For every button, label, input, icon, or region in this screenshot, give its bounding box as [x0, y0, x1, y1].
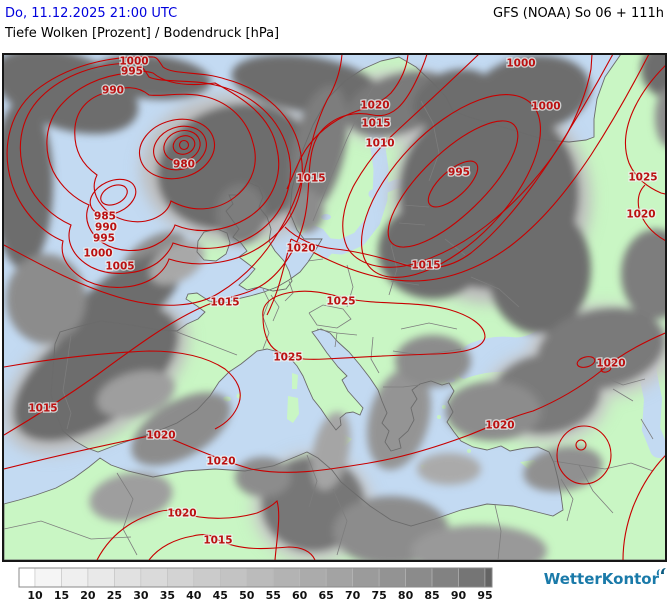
legend-tick-label: 10	[27, 589, 43, 600]
legend-cell	[114, 567, 142, 588]
isobar-label: 1015	[411, 260, 440, 272]
isobar-label: 1015	[296, 173, 325, 185]
isobar-label: 1025	[273, 352, 302, 364]
isobar-label: 1015	[210, 297, 239, 309]
legend-tick-label: 50	[239, 589, 255, 600]
isobar-label: 1005	[105, 261, 134, 273]
map-title: Tiefe Wolken [Prozent] / Bodendruck [hPa…	[5, 26, 280, 41]
legend-tick-label: 40	[186, 589, 202, 600]
isobar-label: 1020	[626, 209, 655, 221]
isobar-label: 980	[173, 159, 195, 171]
isobar-label: 995	[121, 66, 143, 78]
cloud-cover-legend: 10 15 20 25 30 35 40 45 50 55 60 65 70 75 80 85 90 95	[0, 562, 669, 602]
legend-cell	[167, 567, 195, 588]
legend-tick-label: 45	[213, 589, 228, 600]
isobar-label: 1025	[628, 172, 657, 184]
legend-tick-label: 35	[160, 589, 175, 600]
legend-tick-label: 60	[292, 589, 308, 600]
legend-cell	[272, 567, 300, 588]
isobar-label: 1000	[506, 58, 535, 70]
legend-cell	[458, 567, 486, 588]
legend-tick-label: 85	[424, 589, 439, 600]
legend-tick-label: 70	[345, 589, 361, 600]
legend-tick-label: 65	[319, 589, 334, 600]
isobar-label: 1020	[167, 508, 196, 520]
legend-tick-label: 15	[54, 589, 69, 600]
isobar-label: 1000	[531, 101, 560, 113]
country-borders	[4, 82, 654, 560]
header: Do, 11.12.2025 21:00 UTC GFS (NOAA) So 0…	[5, 6, 664, 24]
wetterkontor-logo-icon	[656, 568, 666, 575]
legend-border	[18, 567, 493, 588]
weather-map-svg: 1000995990980985990995100010051020101510…	[4, 55, 665, 560]
isobar-layer	[4, 55, 665, 560]
weather-map: 1000 995 990 980 985 990 995 1000 1005 1020 1015 10…	[2, 53, 667, 562]
legend-colorbar: 10 15 20 25 30 35 40 45 50 55 60 65 70 75 80 85 90 95	[18, 567, 493, 602]
legend-tick-label: 25	[107, 589, 122, 600]
header-model-info: GFS (NOAA) So 06 + 111h	[493, 6, 664, 21]
legend-cell	[405, 567, 433, 588]
isobar-label: 1010	[365, 138, 394, 150]
legend-tick-label: 90	[451, 589, 467, 600]
legend-cell	[246, 567, 274, 588]
legend-cell	[484, 567, 493, 588]
isobar-label: 1000	[83, 248, 112, 260]
legend-cell	[299, 567, 327, 588]
legend-tick-label: 30	[133, 589, 149, 600]
isobar-label: 1015	[361, 118, 390, 130]
header-datetime: Do, 11.12.2025 21:00 UTC	[5, 6, 178, 21]
isobar-label: 1015	[203, 535, 232, 547]
isobar-label: 1020	[286, 243, 315, 255]
legend-cell	[431, 567, 459, 588]
legend-cell	[18, 567, 36, 588]
isobar-label: 1020	[485, 420, 514, 432]
legend-cell	[140, 567, 168, 588]
isobar-label: 1000	[119, 56, 148, 68]
isobar-labels: 1000995990980985990995100010051020101510…	[27, 55, 659, 548]
legend-tick-label: 55	[266, 589, 281, 600]
wetterkontor-logo[interactable]: WetterKontor	[543, 570, 659, 588]
legend-cell	[87, 567, 115, 588]
legend-tick-label: 20	[80, 589, 96, 600]
isobar-label: 1020	[206, 456, 235, 468]
isobar-label: 985	[94, 211, 116, 223]
isobar-label: 1020	[360, 100, 389, 112]
isobar-label: 1025	[326, 296, 355, 308]
isobar-label: 995	[93, 233, 115, 245]
cloud-layer	[4, 55, 665, 560]
legend-tick-label: 75	[371, 589, 386, 600]
legend-cell	[325, 567, 353, 588]
isobar-label: 1020	[146, 430, 175, 442]
isobar-label: 990	[102, 85, 124, 97]
legend-cell	[61, 567, 89, 588]
isobar-label: 1015	[28, 403, 57, 415]
isobar-label: 1020	[596, 358, 625, 370]
legend-cell	[352, 567, 380, 588]
isobar-label: 995	[448, 167, 470, 179]
legend-cell	[193, 567, 221, 588]
legend-cell	[378, 567, 406, 588]
legend-cell	[34, 567, 62, 588]
legend-cell	[220, 567, 248, 588]
legend-tick-label: 80	[398, 589, 414, 600]
isobar-label: 990	[95, 222, 117, 234]
legend-tick-label: 95	[477, 589, 492, 600]
